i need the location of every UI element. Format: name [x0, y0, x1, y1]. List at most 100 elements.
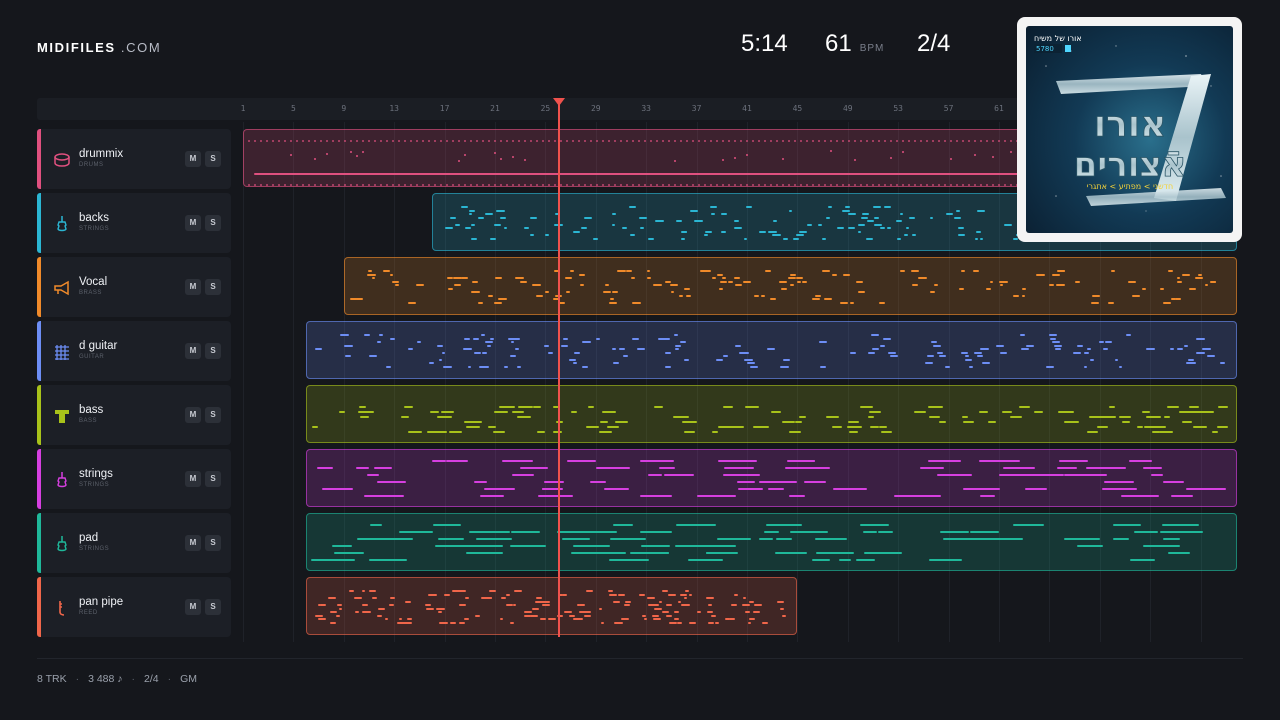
- ruler-bar-label: 45: [792, 104, 803, 113]
- mute-button[interactable]: M: [185, 279, 201, 295]
- midi-note: [899, 213, 903, 215]
- midi-note: [872, 206, 881, 208]
- midi-note: [1054, 344, 1063, 347]
- midi-clip[interactable]: [343, 257, 1237, 315]
- midi-note: [956, 209, 961, 212]
- playhead-marker[interactable]: [553, 98, 565, 106]
- midi-note: [505, 593, 511, 596]
- track-header[interactable]: drummix DRUMS M S: [37, 129, 231, 189]
- solo-button[interactable]: S: [205, 279, 221, 295]
- midi-note: [486, 344, 491, 347]
- track-header[interactable]: pan pipe REED M S: [37, 577, 231, 637]
- track-header[interactable]: pad STRINGS M S: [37, 513, 231, 573]
- solo-button[interactable]: S: [205, 151, 221, 167]
- midi-note: [644, 184, 646, 186]
- midi-clip[interactable]: [306, 385, 1237, 443]
- midi-clip[interactable]: [306, 449, 1237, 507]
- midi-note: [878, 140, 880, 142]
- track-header[interactable]: strings STRINGS M S: [37, 449, 231, 509]
- midi-note: [470, 184, 472, 186]
- midi-note: [350, 140, 352, 142]
- mute-button[interactable]: M: [185, 407, 201, 423]
- mute-button[interactable]: M: [185, 535, 201, 551]
- midi-note: [643, 618, 647, 620]
- violin-icon: [53, 471, 71, 489]
- midi-note: [518, 184, 520, 186]
- site-logo[interactable]: MIDIFILES .COM: [37, 40, 161, 55]
- playhead[interactable]: [558, 104, 560, 637]
- solo-button[interactable]: S: [205, 535, 221, 551]
- midi-note: [608, 140, 610, 142]
- track-header[interactable]: bass BASS M S: [37, 385, 231, 445]
- midi-note: [746, 140, 748, 142]
- track-category: STRINGS: [79, 226, 110, 232]
- midi-note: [626, 140, 628, 142]
- midi-note: [639, 531, 673, 533]
- midi-clip[interactable]: [306, 513, 1237, 571]
- midi-note: [670, 284, 679, 286]
- midi-note: [872, 348, 880, 350]
- midi-note: [461, 206, 468, 208]
- mute-button[interactable]: M: [185, 471, 201, 487]
- midi-note: [581, 227, 588, 229]
- midi-note: [609, 559, 649, 561]
- midi-note: [1076, 344, 1083, 347]
- mute-button[interactable]: M: [185, 343, 201, 359]
- solo-button[interactable]: S: [205, 215, 221, 231]
- midi-note: [806, 140, 808, 142]
- midi-note: [1048, 334, 1058, 336]
- track-header[interactable]: Vocal BRASS M S: [37, 257, 231, 317]
- midi-note: [302, 184, 304, 186]
- midi-note: [484, 213, 494, 215]
- solo-button[interactable]: S: [205, 407, 221, 423]
- mute-button[interactable]: M: [185, 599, 201, 615]
- midi-note: [606, 426, 619, 428]
- footer-meter: 2/4: [144, 673, 159, 685]
- midi-note: [404, 140, 406, 142]
- grid-line: [1200, 122, 1202, 642]
- midi-note: [545, 291, 550, 293]
- midi-note: [618, 593, 625, 596]
- midi-note: [334, 488, 354, 490]
- midi-note: [433, 524, 462, 526]
- midi-note: [980, 495, 996, 497]
- midi-note: [562, 538, 590, 540]
- midi-clip[interactable]: [306, 321, 1237, 379]
- timeline-ruler[interactable]: 1 5 9 13 17 21 25 29 33 37 41 45 49 53 57 61: [37, 98, 1237, 120]
- midi-note: [789, 431, 801, 433]
- mute-button[interactable]: M: [185, 151, 201, 167]
- midi-note: [848, 431, 859, 433]
- track-header[interactable]: backs STRINGS M S: [37, 193, 231, 253]
- midi-note: [506, 140, 508, 142]
- album-art: אורו של משיח 5780 אורו אֿצורים חדשני > מ…: [1026, 26, 1233, 233]
- midi-note: [1123, 495, 1160, 497]
- midi-note: [350, 184, 352, 186]
- midi-note: [488, 140, 490, 142]
- midi-note: [647, 277, 651, 279]
- track-header[interactable]: d guitar GUITAR M S: [37, 321, 231, 381]
- midi-note: [1183, 344, 1188, 347]
- midi-note: [284, 140, 286, 142]
- midi-clip[interactable]: [306, 577, 798, 635]
- midi-note: [542, 604, 550, 606]
- violin-icon: [53, 535, 71, 553]
- mute-button[interactable]: M: [185, 215, 201, 231]
- midi-note: [976, 230, 982, 233]
- solo-button[interactable]: S: [205, 471, 221, 487]
- midi-note: [998, 184, 1000, 186]
- midi-note: [974, 237, 979, 240]
- solo-button[interactable]: S: [205, 599, 221, 615]
- midi-note: [1101, 416, 1116, 418]
- track-name: backs: [79, 212, 110, 224]
- midi-note: [729, 426, 745, 428]
- midi-note: [625, 270, 633, 272]
- midi-note: [819, 365, 826, 368]
- midi-note: [612, 291, 618, 293]
- midi-note: [1168, 552, 1191, 554]
- midi-note: [1142, 467, 1163, 469]
- midi-note: [856, 280, 864, 283]
- midi-note: [641, 614, 647, 617]
- midi-note: [817, 223, 822, 226]
- solo-button[interactable]: S: [205, 343, 221, 359]
- midi-note: [911, 270, 920, 272]
